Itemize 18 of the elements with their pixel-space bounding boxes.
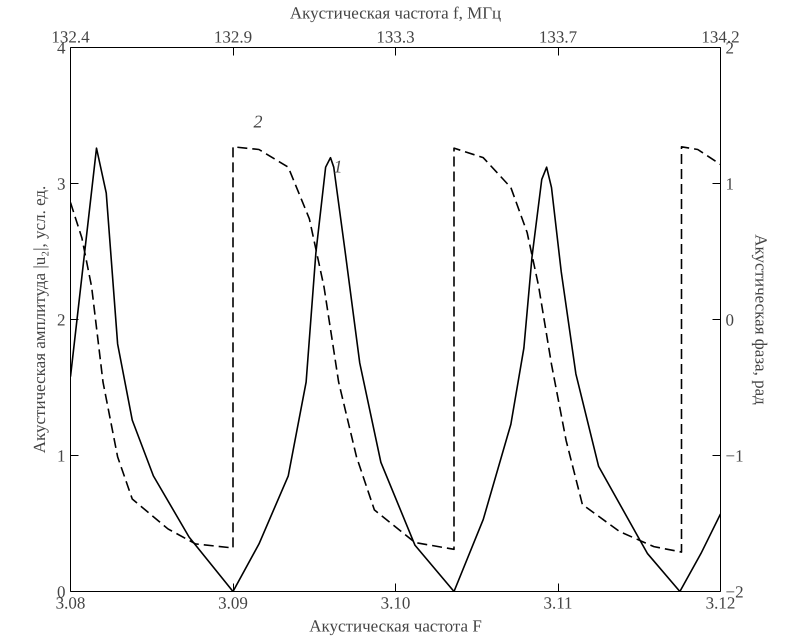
x2-tick-label: 132.9	[214, 28, 252, 46]
annotation: 1	[334, 156, 342, 176]
x-tick-label: 3.10	[380, 594, 410, 612]
annotation: 2	[254, 112, 262, 132]
y-tick-label: 2	[57, 310, 66, 330]
y2-tick-label: 1	[726, 174, 734, 194]
y2-tick-label: 0	[726, 310, 734, 330]
y-tick-label: 3	[57, 174, 66, 194]
y-tick-label: 1	[57, 446, 66, 466]
x-axis-title: Акустическая частота F	[309, 616, 482, 636]
y2-axis-title: Акустическая фаза, рад	[752, 234, 771, 406]
x2-tick-label: 133.7	[538, 28, 578, 46]
x-tick-label: 3.09	[218, 594, 248, 612]
y2-tick-label: −1	[726, 446, 744, 466]
x2-tick-label: 133.3	[376, 28, 415, 46]
x2-axis-title: Акустическая частота f, МГц	[290, 4, 502, 22]
x-tick-label: 3.11	[543, 594, 573, 612]
y-axis-title: Акустическая амплитуда |u₂|, усл. ед.	[30, 186, 49, 454]
